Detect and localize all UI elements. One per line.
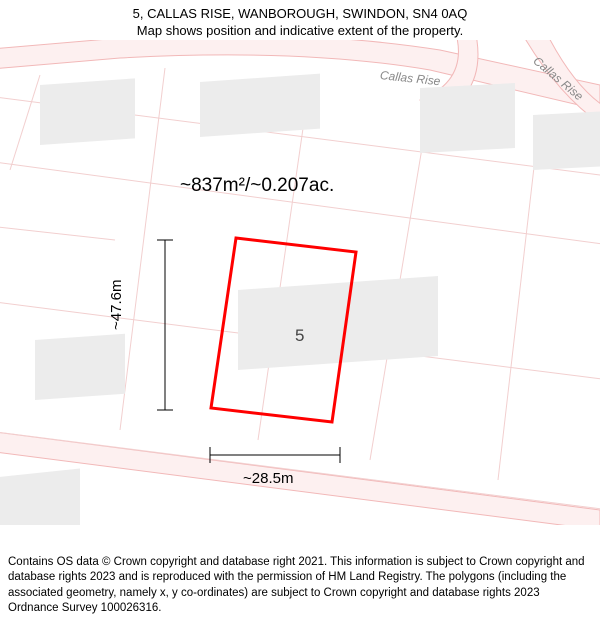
building-3 — [533, 111, 600, 170]
page-root: 5, CALLAS RISE, WANBOROUGH, SWINDON, SN4… — [0, 0, 600, 625]
map-svg — [0, 40, 600, 525]
building-2 — [420, 83, 515, 153]
building-5 — [35, 334, 125, 400]
building-4 — [238, 276, 438, 370]
building-0 — [40, 78, 135, 145]
footer-copyright: Contains OS data © Crown copyright and d… — [0, 548, 600, 625]
area-label: ~837m²/~0.207ac. — [180, 175, 334, 197]
page-subtitle: Map shows position and indicative extent… — [10, 23, 590, 38]
dim-label-horizontal: ~28.5m — [243, 470, 293, 487]
dim-label-vertical: ~47.6m — [108, 280, 125, 330]
map-area: ~837m²/~0.207ac.5~47.6m~28.5mCallas Rise… — [0, 40, 600, 548]
plot-number: 5 — [295, 326, 304, 346]
page-title: 5, CALLAS RISE, WANBOROUGH, SWINDON, SN4… — [10, 6, 590, 21]
building-1 — [200, 74, 320, 137]
building-6 — [0, 468, 80, 525]
header: 5, CALLAS RISE, WANBOROUGH, SWINDON, SN4… — [0, 0, 600, 40]
